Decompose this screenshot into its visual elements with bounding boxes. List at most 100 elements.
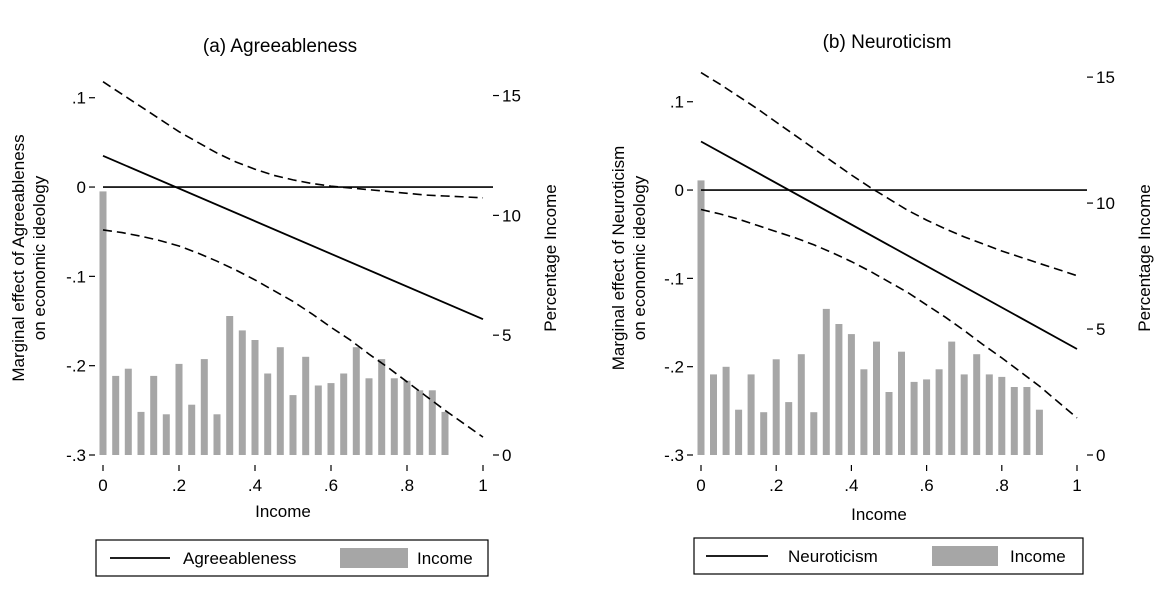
histogram-bar: [314, 385, 322, 455]
y-left-tick-label: -.2: [664, 358, 684, 377]
histogram-bar: [772, 359, 780, 455]
histogram-bar: [302, 356, 310, 456]
y-left-tick-label: -.3: [664, 446, 684, 465]
histogram-bar: [835, 324, 843, 455]
histogram-bar: [785, 402, 793, 455]
histogram-bar: [797, 354, 805, 455]
histogram-bar: [289, 395, 297, 455]
histogram-bar: [697, 180, 705, 455]
x-tick-label: 0: [696, 476, 705, 495]
y-left-tick-label: .1: [670, 93, 684, 112]
histogram-bar: [162, 414, 170, 455]
histogram-bar: [378, 359, 386, 455]
histogram-bar: [822, 308, 830, 455]
histogram-bar: [327, 383, 335, 455]
histogram-bar: [175, 363, 183, 455]
histogram-bar: [710, 374, 717, 455]
histogram-bar: [810, 412, 818, 455]
histogram-bar: [416, 390, 424, 455]
x-tick-label: .4: [248, 476, 262, 495]
y-right-tick-label: 15: [1096, 68, 1115, 87]
histogram-bar: [935, 369, 943, 455]
y-right-tick-label: 15: [502, 87, 521, 106]
histogram-bar: [898, 351, 905, 455]
y-left-tick-label: .1: [72, 89, 86, 108]
histogram-bar: [226, 316, 234, 455]
legend-histogram-label: Income: [417, 549, 473, 568]
chart-title: (a) Agreeableness: [203, 36, 357, 57]
histogram-bar: [747, 374, 755, 455]
y-left-tick-label: -.1: [66, 267, 86, 286]
y-right-tick-label: 5: [1096, 320, 1105, 339]
ci-upper-line: [700, 71, 1078, 277]
histogram-bar: [150, 375, 158, 455]
x-tick-label: .6: [920, 476, 934, 495]
x-tick-label: .2: [769, 476, 783, 495]
histogram-bar: [1023, 387, 1031, 455]
legend: Neuroticism Income: [693, 537, 1084, 575]
y-right-label: Percentage Income: [541, 184, 560, 331]
histogram-bar: [340, 373, 348, 455]
histogram-bar: [760, 412, 768, 455]
y-left-label-line2: on economic ideology: [630, 175, 649, 340]
y-right-tick-label: 0: [1096, 446, 1105, 465]
histogram-bar: [188, 404, 196, 455]
histogram-bar: [1010, 387, 1018, 455]
histogram-bar: [365, 378, 373, 455]
histogram-bar: [264, 373, 272, 455]
y-left-tick-label: 0: [77, 178, 86, 197]
effect-line: [700, 140, 1078, 350]
legend-effect-label: Agreeableness: [183, 549, 296, 568]
legend: Agreeableness Income: [95, 539, 489, 577]
histogram-bar: [238, 330, 246, 455]
histogram-bar: [428, 390, 436, 455]
histogram-bar: [112, 375, 120, 455]
y-left-label-line2: on economic ideology: [30, 175, 49, 340]
x-tick-label: .2: [172, 476, 186, 495]
histogram-bar: [923, 379, 931, 455]
x-axis-label: Income: [255, 502, 311, 521]
histogram-bar: [200, 359, 208, 455]
histogram-bar: [276, 347, 284, 455]
x-tick-label: .6: [324, 476, 338, 495]
histogram-bar: [960, 374, 968, 455]
y-left-tick-label: -.2: [66, 357, 86, 376]
ci-upper-line: [102, 81, 484, 199]
y-left-tick-label: -.3: [66, 446, 86, 465]
histogram-bar: [860, 369, 868, 455]
histogram-bar: [1035, 409, 1043, 455]
ci-lower-line: [102, 229, 484, 438]
histogram-bar: [910, 381, 918, 455]
x-tick-label: 1: [1072, 476, 1081, 495]
x-tick-label: .4: [844, 476, 858, 495]
y-right-tick-label: 10: [502, 206, 521, 225]
effect-line: [102, 154, 484, 321]
histogram-bar: [885, 392, 893, 455]
histogram-bar: [998, 376, 1006, 455]
y-left-tick-label: 0: [675, 181, 684, 200]
chart-panel-2: (b) Neuroticism .1 0 -.1 -.2 -.3 15 10 5 0 0 .2 .4 .6…: [609, 32, 1154, 575]
legend-histogram-swatch: [932, 546, 998, 566]
ci-lower-line: [700, 208, 1078, 419]
y-right-tick-label: 10: [1096, 194, 1115, 213]
legend-histogram-label: Income: [1010, 547, 1066, 566]
legend-histogram-swatch: [340, 548, 408, 568]
x-tick-label: 1: [478, 476, 487, 495]
y-right-tick-label: 0: [502, 446, 511, 465]
x-tick-label: 0: [98, 476, 107, 495]
y-right-label: Percentage Income: [1135, 184, 1154, 331]
histogram-bar: [403, 380, 411, 455]
histogram-bar: [873, 341, 880, 455]
y-left-tick-label: -.1: [664, 269, 684, 288]
histogram-bar: [722, 366, 730, 455]
histogram-bar: [847, 334, 855, 455]
legend-effect-label: Neuroticism: [788, 547, 878, 566]
histogram-bar: [735, 409, 743, 455]
chart-panel-1: (a) Agreeableness .1 0 -.1 -.2 -.3 15 10 5 0 0 .2 .4…: [9, 36, 560, 577]
histogram-bar: [985, 374, 993, 455]
histogram-bar: [973, 354, 981, 455]
histogram-bar: [251, 340, 259, 455]
histogram-bar: [99, 191, 107, 455]
histogram-bar: [352, 347, 360, 455]
